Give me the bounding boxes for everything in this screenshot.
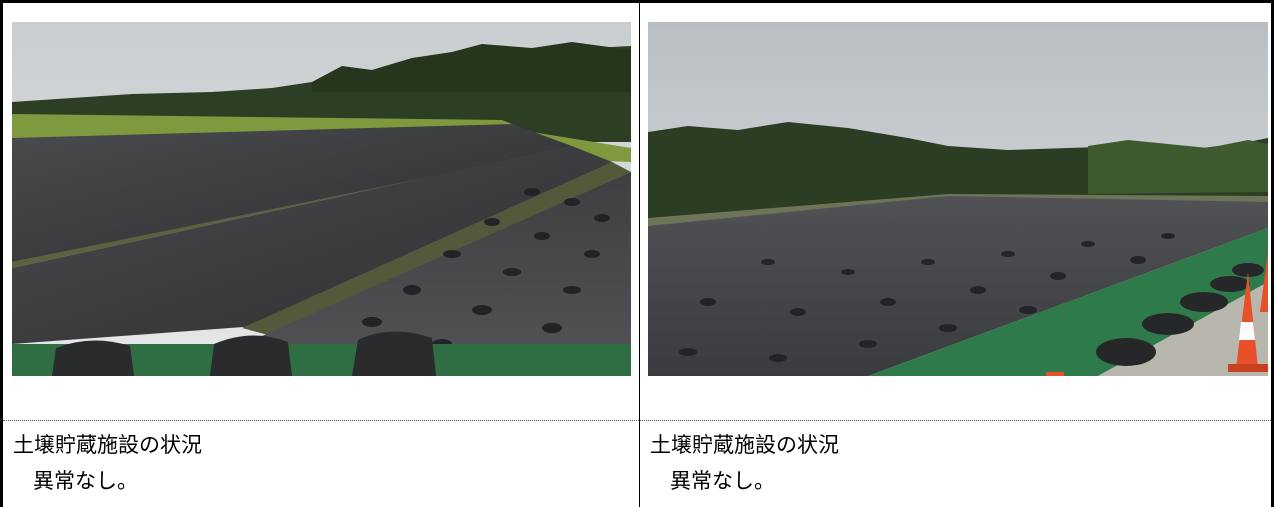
- caption-title: 土壌貯蔵施設の状況: [650, 433, 839, 457]
- caption-divider: [3, 420, 639, 421]
- storage-facility-photo: [12, 22, 631, 376]
- photo-cell-left: 土壌貯蔵施設の状況 異常なし。: [0, 3, 640, 507]
- site-photo-left: [12, 22, 631, 376]
- caption-status: 異常なし。: [33, 469, 138, 493]
- caption-status: 異常なし。: [670, 469, 775, 493]
- site-photo-right: [648, 22, 1268, 376]
- traffic-cone-icon: [1228, 272, 1268, 372]
- photo-caption-right: 土壌貯蔵施設の状況 異常なし。: [650, 427, 839, 499]
- caption-divider: [640, 420, 1271, 421]
- caption-title: 土壌貯蔵施設の状況: [13, 433, 202, 457]
- storage-facility-photo: [648, 22, 1268, 376]
- photo-caption-left: 土壌貯蔵施設の状況 異常なし。: [13, 427, 202, 499]
- photo-cell-right: 土壌貯蔵施設の状況 異常なし。: [640, 3, 1274, 507]
